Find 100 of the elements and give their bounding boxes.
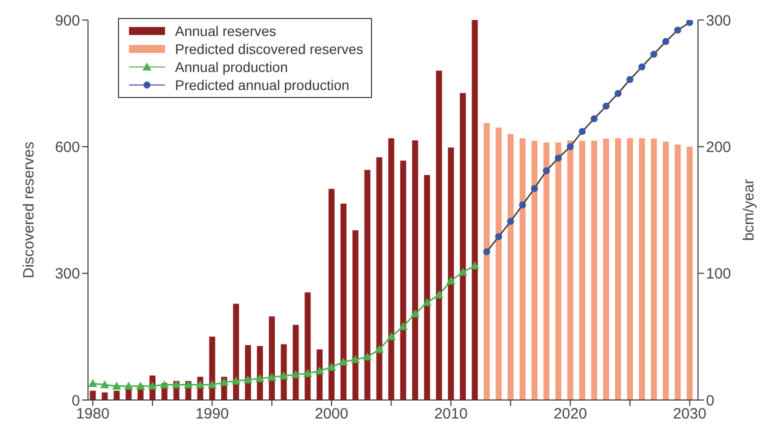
bar bbox=[460, 93, 466, 400]
x-tick-label: 2000 bbox=[314, 406, 348, 423]
point bbox=[650, 50, 658, 58]
bar bbox=[579, 140, 586, 400]
point bbox=[243, 375, 252, 384]
bar bbox=[388, 138, 394, 400]
x-tick-label: 2020 bbox=[554, 406, 587, 423]
x-tick-label: 2030 bbox=[672, 406, 706, 423]
point bbox=[279, 371, 288, 380]
point bbox=[590, 115, 598, 122]
point bbox=[674, 26, 682, 34]
bar bbox=[591, 140, 598, 400]
legend-label: Annual production bbox=[175, 58, 288, 76]
bar bbox=[674, 144, 681, 400]
bar bbox=[209, 336, 216, 400]
bar bbox=[626, 138, 633, 400]
point bbox=[566, 143, 574, 150]
point bbox=[291, 370, 300, 378]
point bbox=[160, 380, 169, 388]
legend-label: Annual reserves bbox=[175, 22, 276, 40]
legend-label: Predicted annual production bbox=[175, 76, 350, 94]
legend-label: Predicted discovered reserves bbox=[175, 40, 364, 58]
bar bbox=[424, 174, 430, 400]
point bbox=[232, 376, 241, 384]
bar bbox=[328, 188, 335, 400]
bar bbox=[567, 140, 574, 400]
point bbox=[470, 261, 480, 270]
bar bbox=[496, 128, 502, 400]
bar bbox=[555, 142, 562, 400]
bar bbox=[508, 134, 514, 400]
point bbox=[602, 102, 610, 110]
point bbox=[172, 380, 181, 388]
bar bbox=[352, 230, 358, 400]
point bbox=[315, 366, 324, 374]
point bbox=[686, 20, 694, 26]
point bbox=[495, 233, 502, 240]
point bbox=[483, 248, 490, 256]
point bbox=[362, 352, 372, 360]
point bbox=[638, 63, 646, 70]
bar bbox=[233, 304, 240, 400]
point bbox=[112, 382, 122, 390]
bar bbox=[615, 138, 622, 400]
point bbox=[184, 380, 193, 388]
y2-tick-label: 300 bbox=[706, 12, 732, 30]
bar bbox=[448, 148, 454, 400]
x-tick-label: 2010 bbox=[434, 406, 468, 423]
point bbox=[446, 276, 456, 284]
bar bbox=[340, 204, 346, 400]
y2-tick-label: 200 bbox=[706, 138, 732, 156]
bar bbox=[400, 160, 406, 400]
point bbox=[398, 322, 408, 330]
bar bbox=[376, 157, 382, 400]
point bbox=[196, 380, 205, 388]
y2-tick-label: 100 bbox=[706, 266, 732, 283]
y-tick-label: 900 bbox=[54, 12, 80, 30]
point bbox=[267, 372, 276, 381]
point bbox=[410, 309, 420, 318]
point bbox=[136, 382, 146, 390]
bar bbox=[531, 140, 538, 400]
point bbox=[220, 378, 229, 386]
point bbox=[434, 290, 444, 298]
point bbox=[350, 354, 360, 363]
bar bbox=[102, 392, 108, 400]
point bbox=[530, 184, 538, 192]
y2-tick-label: 0 bbox=[706, 392, 714, 410]
point bbox=[374, 344, 384, 353]
point bbox=[554, 154, 562, 162]
bar bbox=[650, 138, 657, 400]
bar bbox=[114, 390, 120, 400]
point bbox=[88, 379, 98, 388]
point bbox=[386, 332, 396, 340]
bar bbox=[520, 138, 526, 400]
bar bbox=[364, 170, 370, 400]
x-tick-label: 1990 bbox=[195, 406, 229, 423]
bar bbox=[436, 70, 442, 400]
bar bbox=[292, 324, 299, 400]
y2-axis-title: bcm/year bbox=[740, 179, 758, 241]
y-tick-label: 300 bbox=[54, 266, 80, 283]
bar bbox=[484, 123, 490, 400]
point bbox=[519, 201, 526, 208]
point bbox=[614, 90, 622, 97]
point bbox=[208, 380, 217, 388]
point bbox=[507, 218, 514, 225]
point bbox=[327, 362, 336, 371]
bar bbox=[543, 142, 550, 400]
y-tick-label: 600 bbox=[54, 138, 80, 156]
point bbox=[458, 268, 468, 276]
bar bbox=[412, 140, 418, 400]
point bbox=[662, 38, 670, 46]
bar bbox=[638, 138, 645, 400]
point bbox=[100, 380, 110, 388]
point bbox=[303, 368, 312, 377]
point bbox=[578, 128, 586, 135]
bar bbox=[686, 146, 693, 400]
point bbox=[422, 298, 432, 306]
y-axis-title: Discovered reserves bbox=[20, 142, 38, 278]
bar bbox=[662, 142, 669, 400]
point bbox=[255, 374, 264, 382]
bar bbox=[603, 138, 610, 400]
bar bbox=[472, 20, 478, 400]
